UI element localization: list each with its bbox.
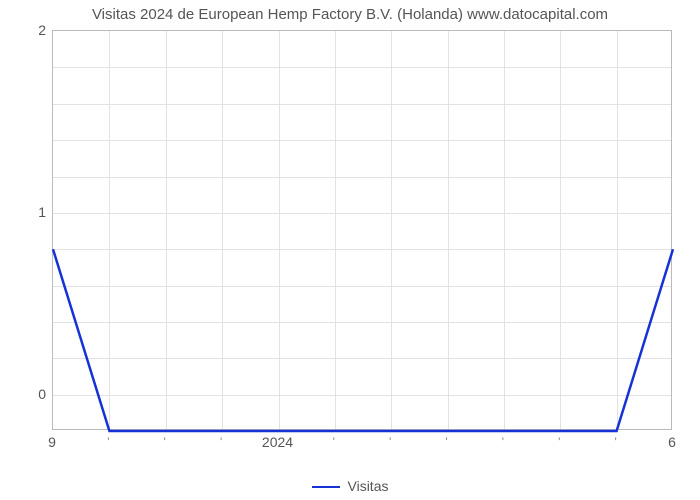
y-tick-label: 2 xyxy=(38,22,46,38)
legend-swatch xyxy=(312,486,340,488)
x-tick-mark: ' xyxy=(220,435,222,449)
x-tick-label: 6 xyxy=(668,434,676,450)
plot-area xyxy=(52,30,672,430)
visits-chart: Visitas 2024 de European Hemp Factory B.… xyxy=(0,0,700,500)
y-tick-label: 0 xyxy=(38,386,46,402)
x-tick-mark: ' xyxy=(558,435,560,449)
chart-title: Visitas 2024 de European Hemp Factory B.… xyxy=(0,6,700,23)
x-tick-mark: ' xyxy=(107,435,109,449)
x-tick-mark: ' xyxy=(389,435,391,449)
legend-label: Visitas xyxy=(348,478,389,494)
y-tick-label: 1 xyxy=(38,204,46,220)
x-tick-mark: ' xyxy=(164,435,166,449)
x-tick-mark: ' xyxy=(445,435,447,449)
x-tick-label: 2024 xyxy=(262,434,293,450)
x-tick-mark: ' xyxy=(502,435,504,449)
x-tick-mark: ' xyxy=(614,435,616,449)
x-tick-label: 9 xyxy=(48,434,56,450)
x-tick-mark: ' xyxy=(333,435,335,449)
legend: Visitas xyxy=(0,478,700,494)
series-line xyxy=(53,31,673,431)
